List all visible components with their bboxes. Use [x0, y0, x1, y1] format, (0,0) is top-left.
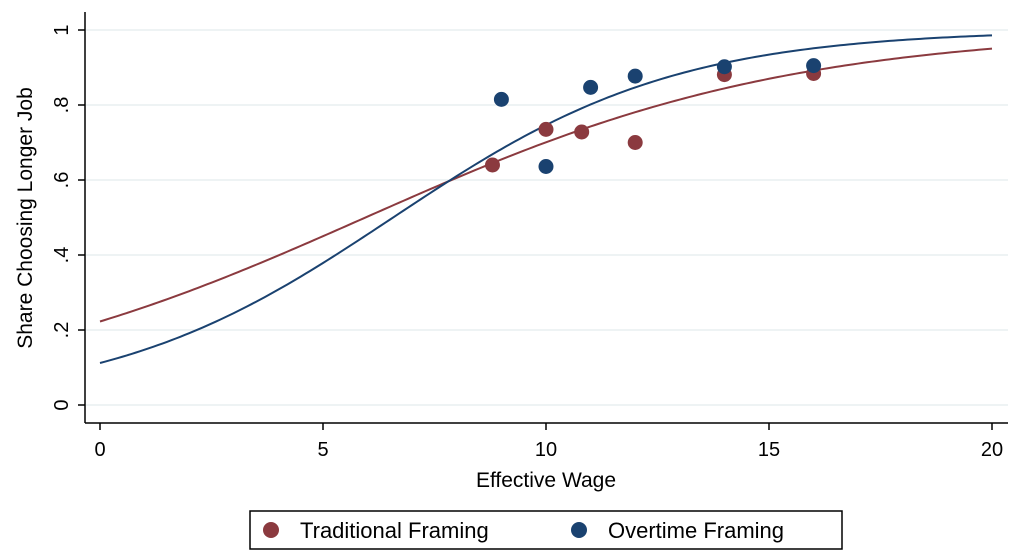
data-points	[484, 58, 822, 174]
point-overtime-framing	[538, 159, 554, 174]
legend: Traditional Framing Overtime Framing	[249, 510, 843, 550]
point-traditional-framing	[627, 135, 643, 150]
point-overtime-framing	[716, 59, 732, 75]
legend-marker-traditional-framing	[263, 522, 279, 538]
point-overtime-framing	[806, 58, 822, 74]
legend-label-traditional-framing: Traditional Framing	[300, 518, 489, 543]
x-tick-label: 0	[94, 439, 105, 461]
y-tick-label: .6	[51, 172, 73, 189]
x-axis-title: Effective Wage	[476, 469, 616, 492]
fit-curve-traditional-framing	[99, 47, 993, 323]
x-tick-label: 10	[535, 439, 557, 461]
legend-box	[249, 510, 843, 550]
x-tick-label: 5	[317, 439, 328, 461]
point-traditional-framing	[574, 124, 590, 140]
x-tick-label: 15	[758, 439, 780, 461]
tick-marks: 0.2.4.6.810 5 10 15 20	[51, 24, 1003, 461]
y-tick-label: 1	[51, 24, 73, 35]
y-tick-label: .2	[51, 322, 73, 339]
point-overtime-framing	[583, 79, 599, 95]
legend-marker-overtime-framing	[571, 522, 587, 538]
point-overtime-framing	[493, 91, 509, 107]
legend-label-overtime-framing: Overtime Framing	[608, 518, 784, 543]
point-overtime-framing	[627, 68, 643, 84]
point-traditional-framing	[484, 157, 500, 173]
y-tick-label: .4	[51, 247, 73, 264]
y-tick-label: .8	[51, 97, 73, 114]
grid-lines	[86, 29, 1008, 406]
point-traditional-framing	[538, 121, 554, 137]
y-tick-label: 0	[51, 399, 73, 410]
y-axis-title: Share Choosing Longer Job	[14, 87, 37, 349]
x-tick-label: 20	[981, 439, 1003, 461]
